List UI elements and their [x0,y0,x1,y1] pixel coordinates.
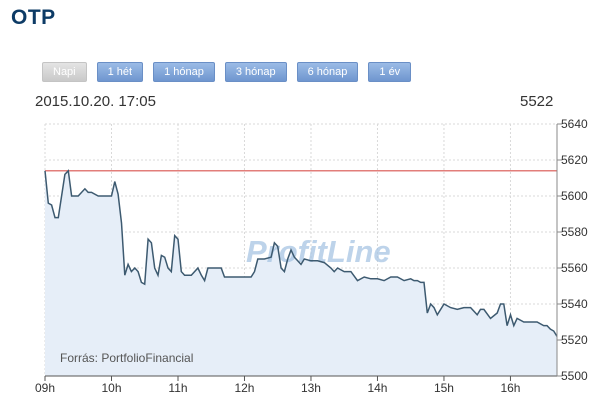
tab-1-week[interactable]: 1 hét [96,62,144,82]
tab-6-months[interactable]: 6 hónap [296,62,359,82]
x-tick-label: 11h [168,381,187,395]
tab-1-year[interactable]: 1 év [368,62,412,82]
x-tick-label: 16h [500,381,520,395]
x-tick-label: 15h [434,381,454,395]
y-tick-label: 5640 [561,117,588,131]
price-line [44,169,558,337]
y-tick-label: 5600 [561,189,588,203]
tab-daily[interactable]: Napi [42,62,87,82]
tab-3-months[interactable]: 3 hónap [224,62,287,82]
axes [44,123,562,381]
x-tick-label: 10h [101,381,121,395]
y-tick-label: 5500 [561,369,588,383]
x-tick-label: 13h [301,381,321,395]
last-price: 5522 [520,93,554,110]
watermark-logo: ProfitLine [246,234,391,269]
price-area [45,170,557,376]
y-tick-label: 5520 [561,333,588,347]
x-tick-label: 12h [234,381,254,395]
tick-labels: 5500 5520 5540 5560 5580 5600 5620 5640 09h 10h 11… [35,117,588,395]
y-tick-label: 5580 [561,225,588,239]
source-label: Forrás: PortfolioFinancial [60,351,193,365]
y-tick-label: 5620 [561,153,588,167]
x-tick-label: 09h [35,381,55,395]
x-tick-label: 14h [367,381,387,395]
period-tabs: Napi 1 hét 1 hónap 3 hónap 6 hónap 1 év [42,62,412,82]
y-tick-label: 5560 [561,261,588,275]
page-title: OTP [11,6,56,29]
timestamp: 2015.10.20. 17:05 [35,93,156,110]
tab-1-month[interactable]: 1 hónap [153,62,215,82]
y-tick-label: 5540 [561,297,588,311]
